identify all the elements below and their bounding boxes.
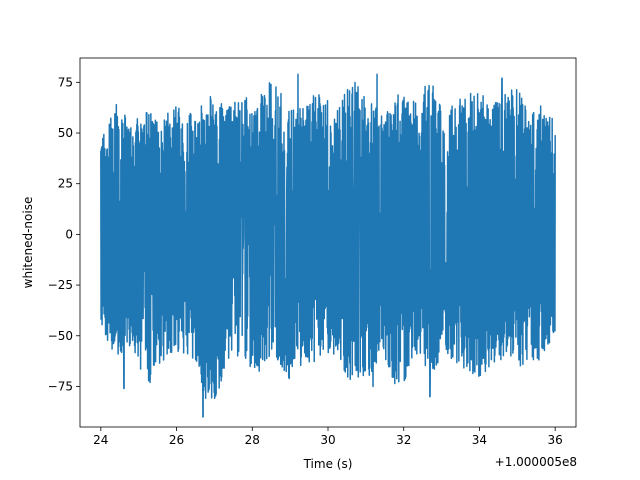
y-tick-label: 75 <box>58 75 73 89</box>
x-tick-label: 30 <box>320 433 335 447</box>
y-tick-label: −75 <box>48 379 73 393</box>
x-axis-offset-label: +1.000005e8 <box>495 455 577 469</box>
x-tick-label: 36 <box>548 433 563 447</box>
y-axis-label: whitened-noise <box>21 197 35 289</box>
x-tick-label: 28 <box>245 433 260 447</box>
x-tick-label: 24 <box>93 433 108 447</box>
x-tick-label: 26 <box>169 433 184 447</box>
y-tick-label: 0 <box>65 227 73 241</box>
y-tick-label: −25 <box>48 278 73 292</box>
y-tick-label: −50 <box>48 329 73 343</box>
x-tick-label: 34 <box>472 433 487 447</box>
x-tick-label: 32 <box>396 433 411 447</box>
y-tick-label: 25 <box>58 177 73 191</box>
x-axis-label: Time (s) <box>303 457 353 471</box>
y-tick-label: 50 <box>58 126 73 140</box>
